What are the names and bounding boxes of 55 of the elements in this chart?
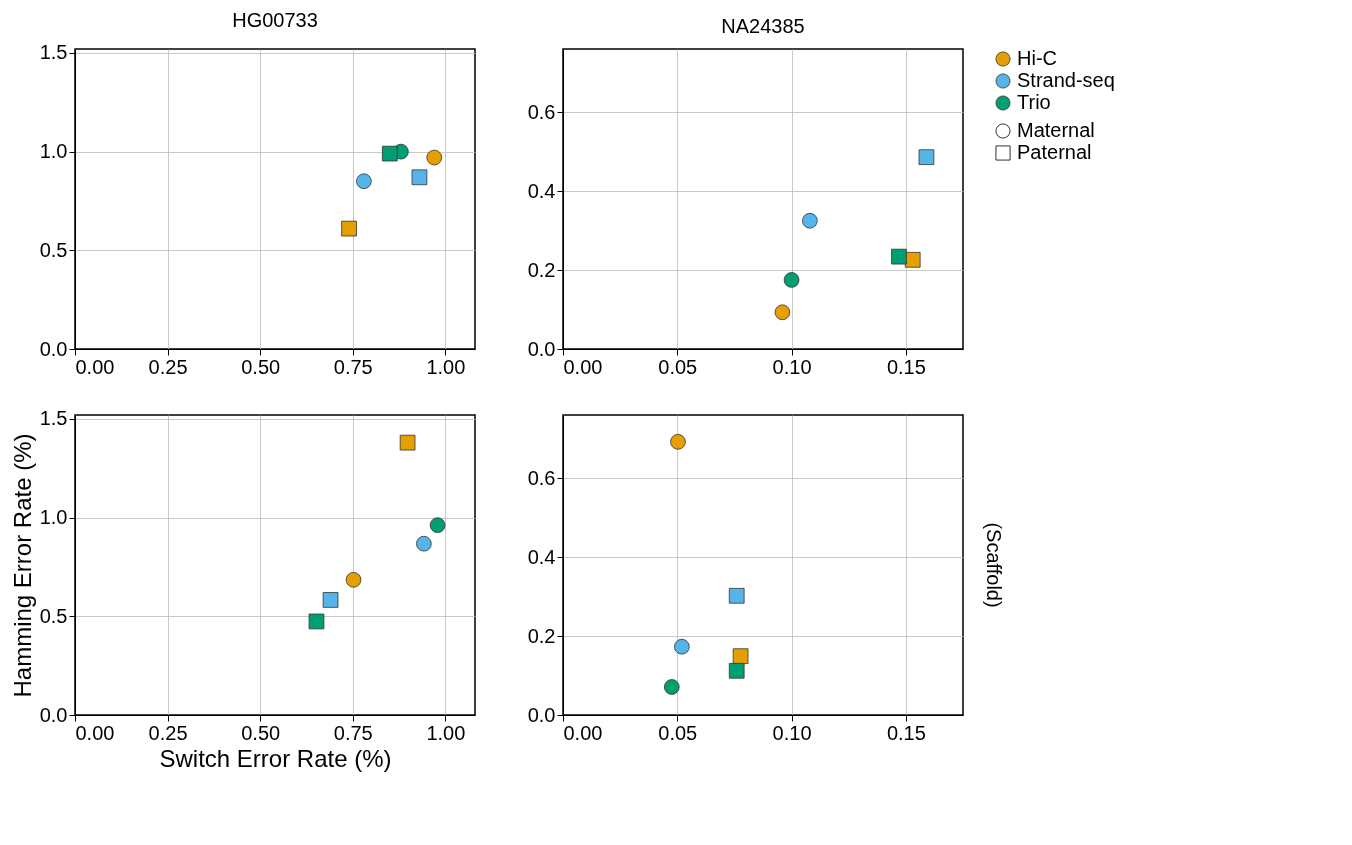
x-tick-label: 0.10 [772, 355, 812, 378]
y-tick-label: 0.4 [527, 545, 556, 568]
x-tick-label: 0.15 [886, 721, 926, 744]
legend-label: Hi-C [1017, 47, 1057, 69]
legend-label: Paternal [1017, 141, 1092, 163]
chart-title: NA24385 [721, 15, 805, 37]
x-tick-label: 0.00 [75, 721, 115, 744]
point [345, 572, 362, 588]
x-tick-label: 0.05 [658, 355, 698, 378]
point [416, 535, 432, 552]
legend-label: Maternal [1017, 119, 1095, 141]
y-tick-label: 1.0 [39, 506, 68, 529]
y-tick-label: 0.2 [527, 624, 556, 647]
point [382, 145, 398, 162]
x-tick-label: 0.50 [241, 721, 281, 744]
y-axis-title: Hamming Error Rate (%) [8, 433, 36, 698]
legend-label: Strand-seq [1017, 69, 1115, 91]
y-tick-label: 0.5 [39, 604, 68, 627]
x-tick-label: 0.05 [658, 721, 698, 744]
y-tick-label: 0.0 [527, 703, 556, 726]
y-tick-label: 0.0 [527, 337, 556, 360]
x-tick-label: 1.00 [426, 355, 466, 378]
x-tick-label: 0.00 [563, 355, 603, 378]
point [322, 592, 339, 608]
x-tick-label: 0.00 [75, 355, 115, 378]
point [429, 517, 446, 533]
x-tick-label: 0.25 [148, 721, 188, 744]
point [341, 220, 357, 237]
y-tick-label: 0.0 [39, 337, 68, 360]
x-tick-label: 0.25 [148, 355, 188, 378]
point [308, 613, 325, 630]
y-tick-label: 1.5 [39, 407, 68, 430]
y-tick-label: 0.4 [527, 179, 556, 202]
point [399, 434, 416, 451]
y-tick-label: 1.0 [39, 140, 68, 163]
y-tick-label: 0.6 [527, 100, 556, 123]
point [356, 173, 372, 190]
x-tick-label: 0.15 [886, 355, 926, 378]
y2-axis-title: (Scaffold) [983, 522, 1005, 608]
y-tick-label: 1.5 [39, 41, 68, 64]
x-tick-label: 1.00 [426, 721, 466, 744]
x-tick-label: 0.75 [333, 355, 373, 378]
y-tick-label: 0.2 [527, 258, 556, 281]
y-tick-label: 0.6 [527, 466, 556, 489]
legend-label: Trio [1017, 91, 1051, 113]
x-tick-label: 0.10 [772, 721, 812, 744]
y-tick-label: 0.0 [39, 703, 68, 726]
x-tick-label: 0.75 [333, 721, 373, 744]
point [426, 149, 443, 166]
point [411, 169, 428, 186]
y-tick-label: 0.5 [39, 238, 68, 261]
chart-title: HG00733 [232, 8, 318, 31]
x-tick-label: 0.00 [563, 721, 603, 744]
x-tick-label: 0.50 [241, 355, 281, 378]
x-axis-title: Switch Error Rate (%) [159, 744, 392, 772]
